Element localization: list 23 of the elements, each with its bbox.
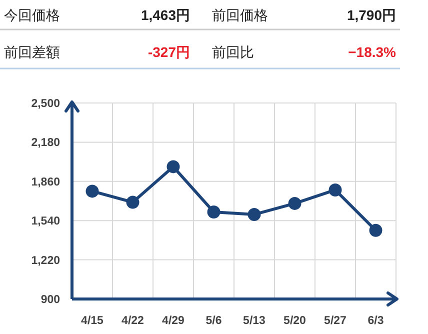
- point: [86, 184, 99, 198]
- y-tick-label: 1,220: [31, 254, 60, 267]
- x-tick-label: 6/3: [368, 315, 384, 327]
- x-tick-label: 4/29: [162, 315, 184, 327]
- point: [369, 224, 382, 237]
- x-tick-label: 5/20: [284, 315, 306, 327]
- point: [126, 196, 140, 209]
- point: [166, 160, 180, 174]
- point: [207, 206, 220, 219]
- summary: 今回価格 1,463円 前回価格 1,790円 前回差額 -327円 前回比 −18.3%: [0, 7, 400, 70]
- y-tick-label: 2,180: [31, 137, 60, 150]
- y-tick-label: 900: [40, 294, 60, 306]
- y-tick-label: 2,500: [31, 98, 60, 110]
- point: [288, 196, 302, 210]
- x-tick-label: 4/15: [81, 315, 104, 327]
- point: [248, 208, 261, 221]
- y-tick-label: 1,860: [31, 176, 60, 188]
- point: [328, 183, 342, 196]
- x-tick-label: 5/13: [243, 315, 266, 327]
- x-tick-label: 5/27: [324, 315, 346, 327]
- y-tick-label: 1,540: [31, 216, 60, 228]
- x-tick-label: 4/22: [122, 315, 144, 327]
- x-tick-label: 5/6: [206, 315, 222, 327]
